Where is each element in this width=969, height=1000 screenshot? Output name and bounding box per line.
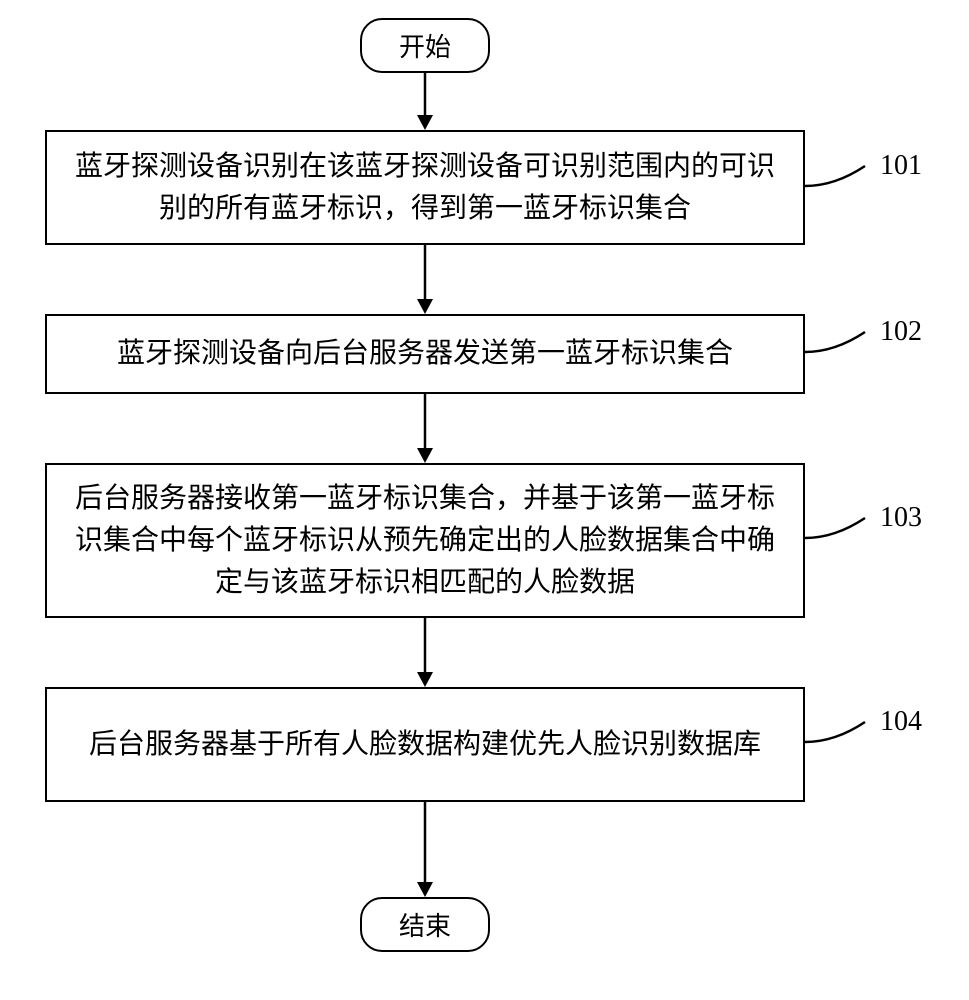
connector-102 — [805, 326, 880, 356]
start-terminal: 开始 — [360, 18, 490, 73]
end-terminal: 结束 — [360, 897, 490, 952]
arrow-start-to-101 — [415, 73, 435, 131]
arrow-103-to-104 — [415, 618, 435, 688]
connector-101 — [805, 160, 880, 190]
process-step-103: 后台服务器接收第一蓝牙标识集合，并基于该第一蓝牙标识集合中每个蓝牙标识从预先确定… — [45, 463, 805, 618]
arrow-104-to-end — [415, 802, 435, 898]
arrow-101-to-102 — [415, 245, 435, 315]
process-text-102: 蓝牙探测设备向后台服务器发送第一蓝牙标识集合 — [117, 333, 733, 375]
label-101: 101 — [880, 150, 922, 182]
process-step-104: 后台服务器基于所有人脸数据构建优先人脸识别数据库 — [45, 687, 805, 802]
process-text-101: 蓝牙探测设备识别在该蓝牙探测设备可识别范围内的可识别的所有蓝牙标识，得到第一蓝牙… — [69, 146, 781, 230]
label-102: 102 — [880, 316, 922, 348]
end-label: 结束 — [399, 906, 451, 943]
start-label: 开始 — [399, 27, 451, 64]
process-step-101: 蓝牙探测设备识别在该蓝牙探测设备可识别范围内的可识别的所有蓝牙标识，得到第一蓝牙… — [45, 130, 805, 245]
process-text-104: 后台服务器基于所有人脸数据构建优先人脸识别数据库 — [89, 724, 761, 766]
process-step-102: 蓝牙探测设备向后台服务器发送第一蓝牙标识集合 — [45, 314, 805, 394]
label-104: 104 — [880, 706, 922, 738]
connector-104 — [805, 716, 880, 746]
arrow-102-to-103 — [415, 394, 435, 464]
process-text-103: 后台服务器接收第一蓝牙标识集合，并基于该第一蓝牙标识集合中每个蓝牙标识从预先确定… — [69, 478, 781, 604]
flowchart-container: 开始 蓝牙探测设备识别在该蓝牙探测设备可识别范围内的可识别的所有蓝牙标识，得到第… — [0, 0, 969, 1000]
label-103: 103 — [880, 502, 922, 534]
connector-103 — [805, 512, 880, 542]
